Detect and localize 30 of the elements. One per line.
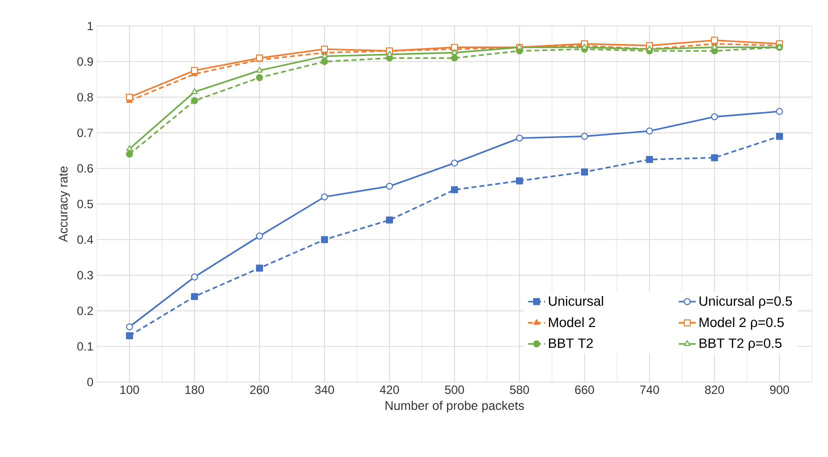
y-tick-label: 0.9 xyxy=(77,57,93,66)
x-tick-label: 420 xyxy=(380,386,400,394)
y-tick-label: 0.5 xyxy=(77,200,93,208)
x-tick-label: 580 xyxy=(510,386,530,394)
legend-label: Unicursal ρ=0.5 xyxy=(700,296,792,309)
legend-label: BBT T2 ρ=0.5 xyxy=(700,338,782,351)
x-tick-label: 260 xyxy=(250,386,270,394)
x-tick-label: 820 xyxy=(705,386,724,394)
y-tick-label: 0.3 xyxy=(77,270,93,280)
x-tick-label: 100 xyxy=(120,386,140,394)
x-tick-label: 900 xyxy=(770,386,790,394)
y-tick-label: 1 xyxy=(88,22,93,30)
legend-label: BBT T2 xyxy=(548,338,593,348)
x-tick-label: 180 xyxy=(185,386,204,394)
y-tick-label: 0.4 xyxy=(77,235,94,244)
x-tick-label: 340 xyxy=(314,386,334,394)
x-tick-label: 740 xyxy=(640,386,660,394)
y-tick-label: 0.7 xyxy=(77,128,93,138)
legend-label: Unicursal xyxy=(548,296,604,306)
x-tick-label: 660 xyxy=(575,386,594,394)
y-tick-label: 0 xyxy=(87,378,94,386)
y-tick-label: 0.1 xyxy=(77,342,93,351)
y-tick-label: 0.6 xyxy=(77,164,93,173)
legend-label: Model 2 xyxy=(548,317,596,328)
x-tick-label: 500 xyxy=(445,386,464,394)
legend-label: Model 2 ρ=0.5 xyxy=(700,317,784,330)
y-tick-label: 0.8 xyxy=(77,92,93,102)
y-axis-title: Accuracy rate xyxy=(58,166,70,242)
y-tick-label: 0.2 xyxy=(77,306,93,316)
x-axis-title: Number of probe packets xyxy=(386,400,524,412)
